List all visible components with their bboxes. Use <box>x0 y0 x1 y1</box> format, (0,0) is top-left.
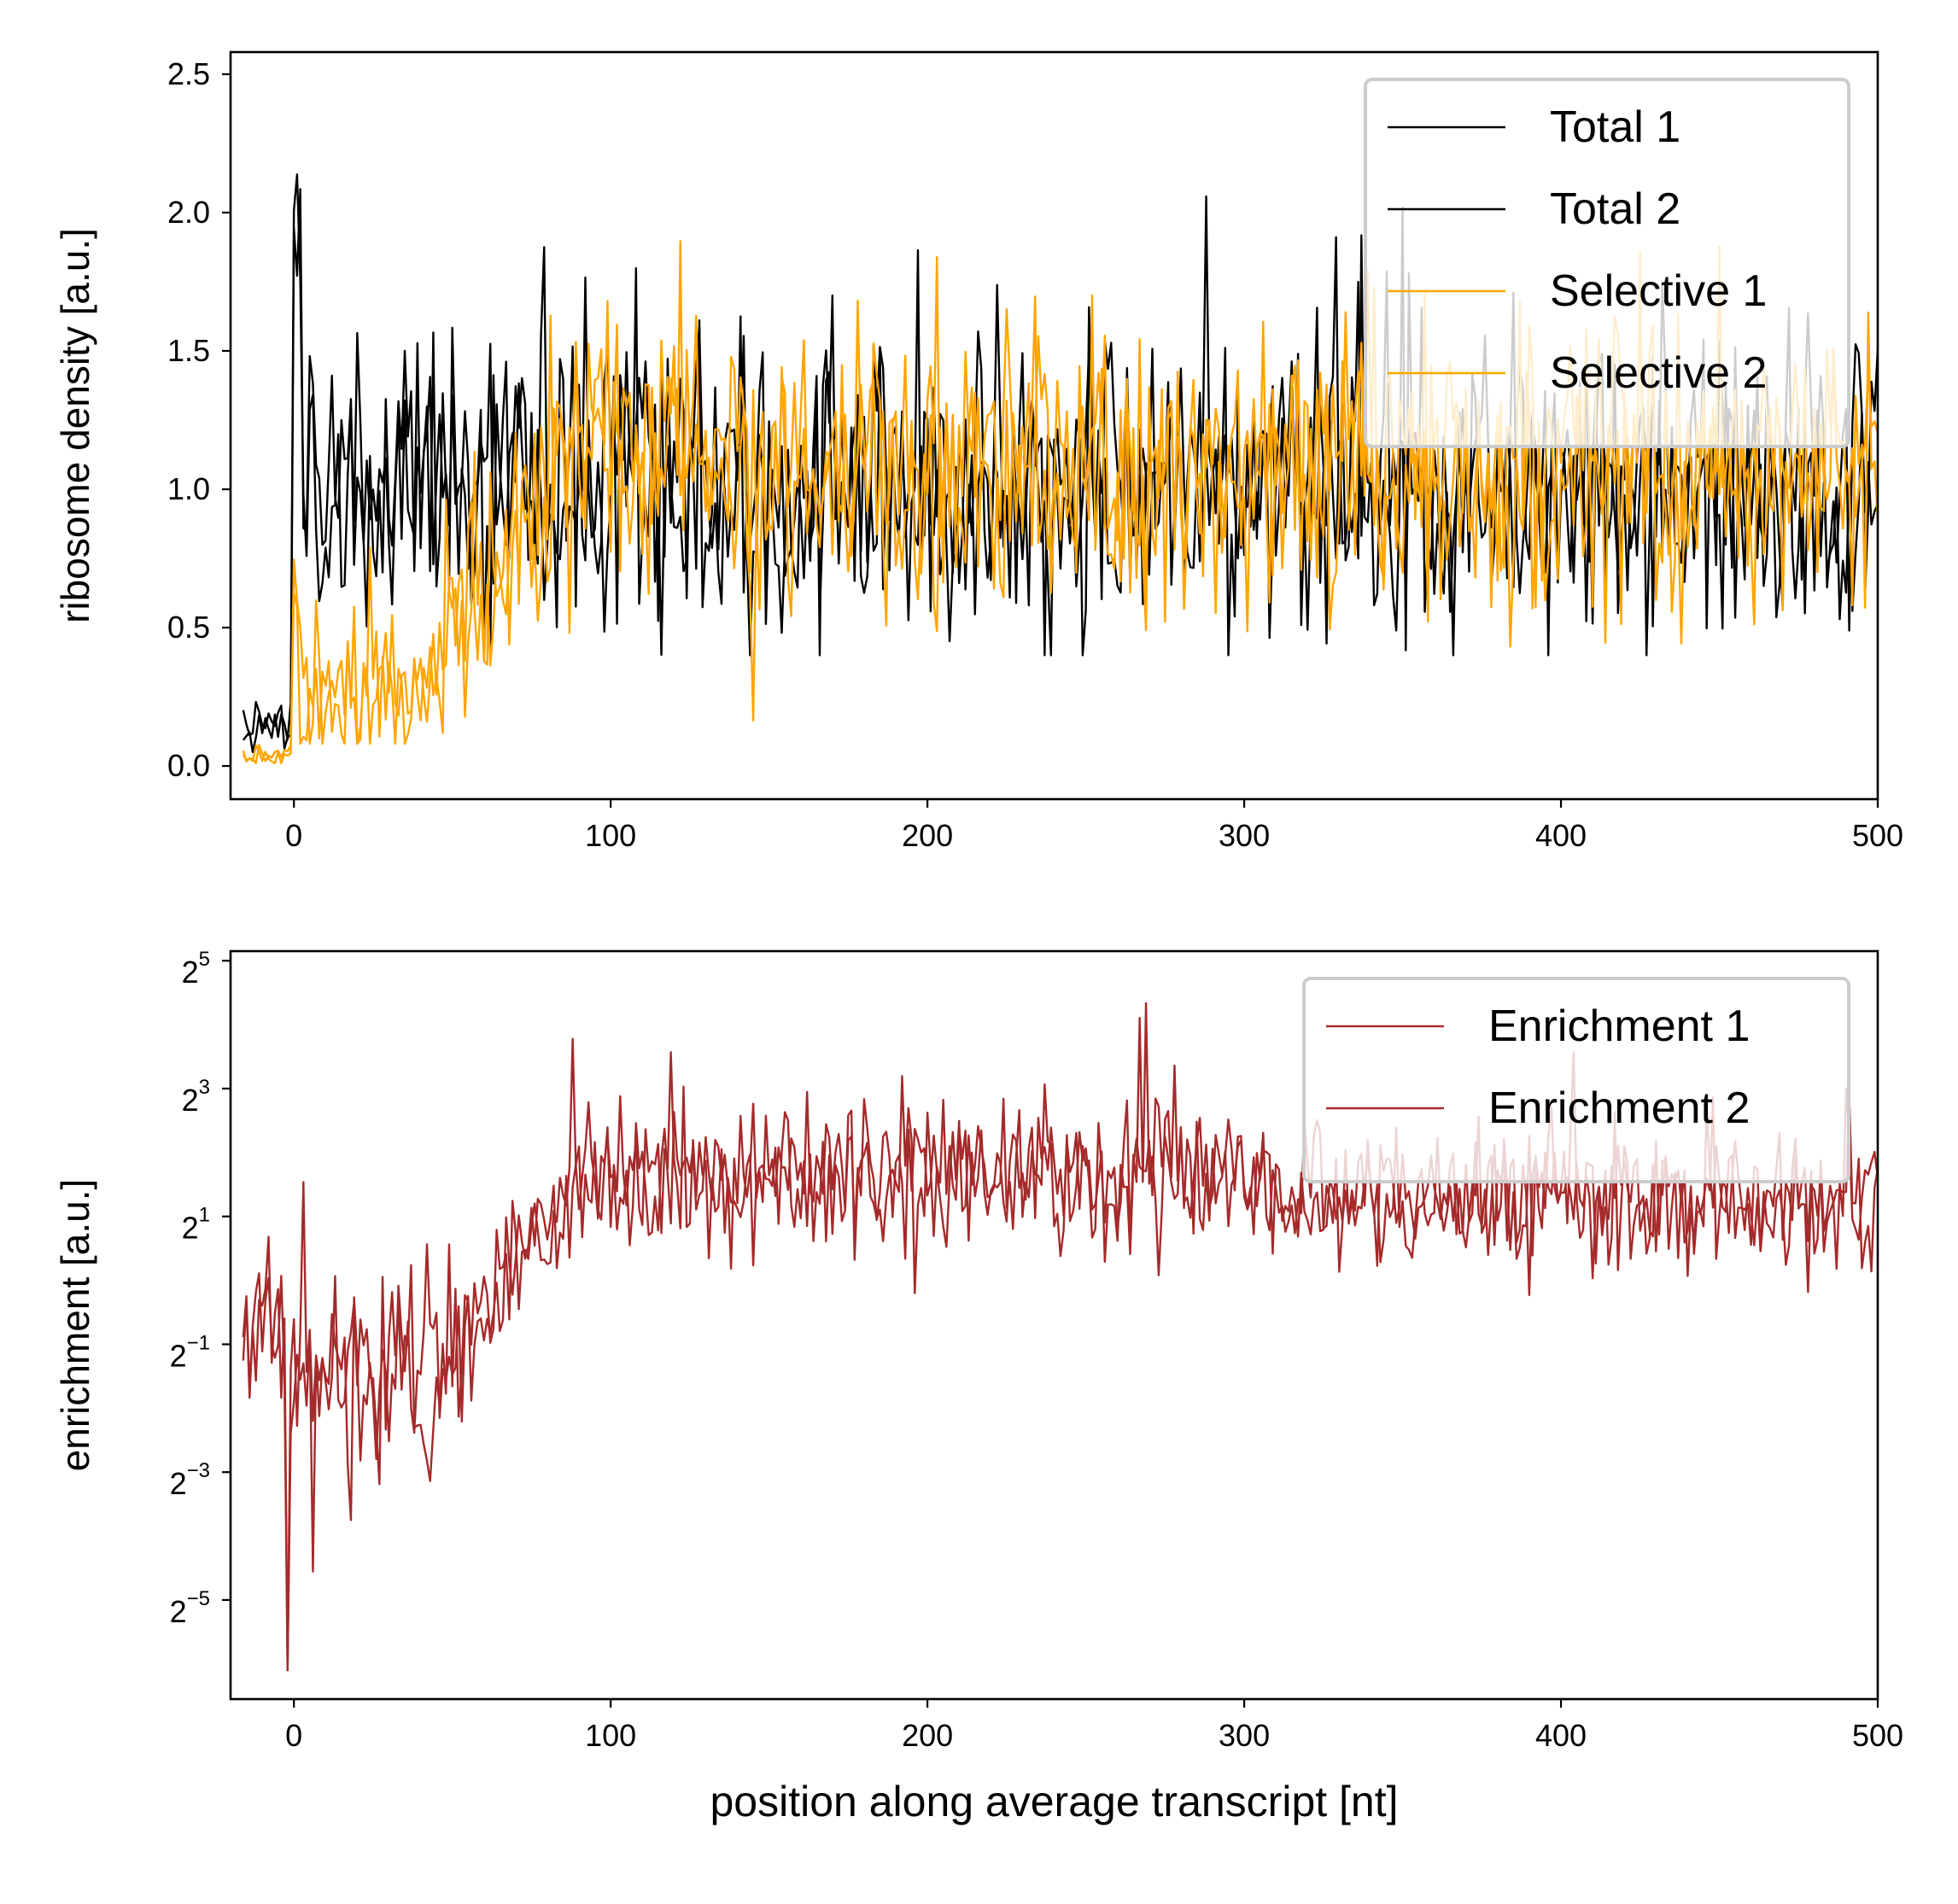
y-tick-label: 2.5 <box>167 56 210 91</box>
legend-entry: Total 2 <box>1550 184 1680 234</box>
panel-enrichment: 0 100 200 300 400 500 25 23 21 2−1 2−3 2−5 enrichmen… <box>53 948 1903 1825</box>
y-tick-label: 2−5 <box>170 1587 210 1629</box>
y-tick-label: 2−3 <box>170 1459 210 1501</box>
x-axis-label: position along average transcript [nt] <box>710 1778 1398 1825</box>
panel-ribosome-density: 0 100 200 300 400 500 0.0 0.5 1.0 1.5 2.0 2.5 riboso… <box>53 50 1903 853</box>
x-tick-label: 100 <box>585 818 636 853</box>
series-line-total-1 <box>242 173 1878 754</box>
series-line-selective-1 <box>242 240 1878 765</box>
y-axis-label: enrichment [a.u.] <box>53 1179 97 1472</box>
legend-entry: Enrichment 2 <box>1488 1083 1750 1133</box>
axes-frame <box>229 50 1879 801</box>
series-group <box>242 173 1878 765</box>
y-tick-label: 2.0 <box>167 195 210 230</box>
x-tick-label: 300 <box>1219 1718 1270 1753</box>
y-tick-label: 0.0 <box>167 748 210 783</box>
x-tick-label: 400 <box>1535 818 1587 853</box>
series-line-enrichment-2 <box>242 1051 1878 1672</box>
x-tick-label: 0 <box>285 818 302 853</box>
y-tick-label: 0.5 <box>167 610 210 645</box>
x-tick-label: 100 <box>585 1718 636 1753</box>
legend-entry: Selective 1 <box>1550 266 1767 316</box>
legend-box <box>1302 977 1850 1183</box>
legend-entry: Total 1 <box>1550 102 1680 152</box>
legend-entry: Enrichment 1 <box>1488 1002 1750 1051</box>
y-tick-label: 25 <box>182 948 210 990</box>
x-tick-label: 200 <box>902 1718 953 1753</box>
axes-frame <box>229 949 1879 1701</box>
legend-box <box>1364 78 1850 448</box>
y-tick-label: 1.0 <box>167 471 210 506</box>
x-tick-label: 400 <box>1535 1718 1587 1753</box>
x-tick-label: 500 <box>1852 1718 1903 1753</box>
legend: Enrichment 1 Enrichment 2 <box>1302 977 1850 1183</box>
legend: Total 1 Total 2 Selective 1 Selective 2 <box>1364 78 1850 448</box>
x-tick-label: 0 <box>285 1718 302 1753</box>
y-tick-label: 21 <box>182 1204 210 1246</box>
x-tick-label: 200 <box>902 818 953 853</box>
x-tick-label: 500 <box>1852 818 1903 853</box>
y-tick-label: 1.5 <box>167 333 210 368</box>
legend-entry: Selective 2 <box>1550 348 1767 398</box>
series-line-selective-2 <box>242 250 1878 765</box>
y-tick-label: 2−1 <box>170 1331 210 1373</box>
y-tick-label: 23 <box>182 1076 210 1118</box>
x-tick-label: 300 <box>1219 818 1270 853</box>
y-axis-label: ribosome density [a.u.] <box>53 228 97 623</box>
